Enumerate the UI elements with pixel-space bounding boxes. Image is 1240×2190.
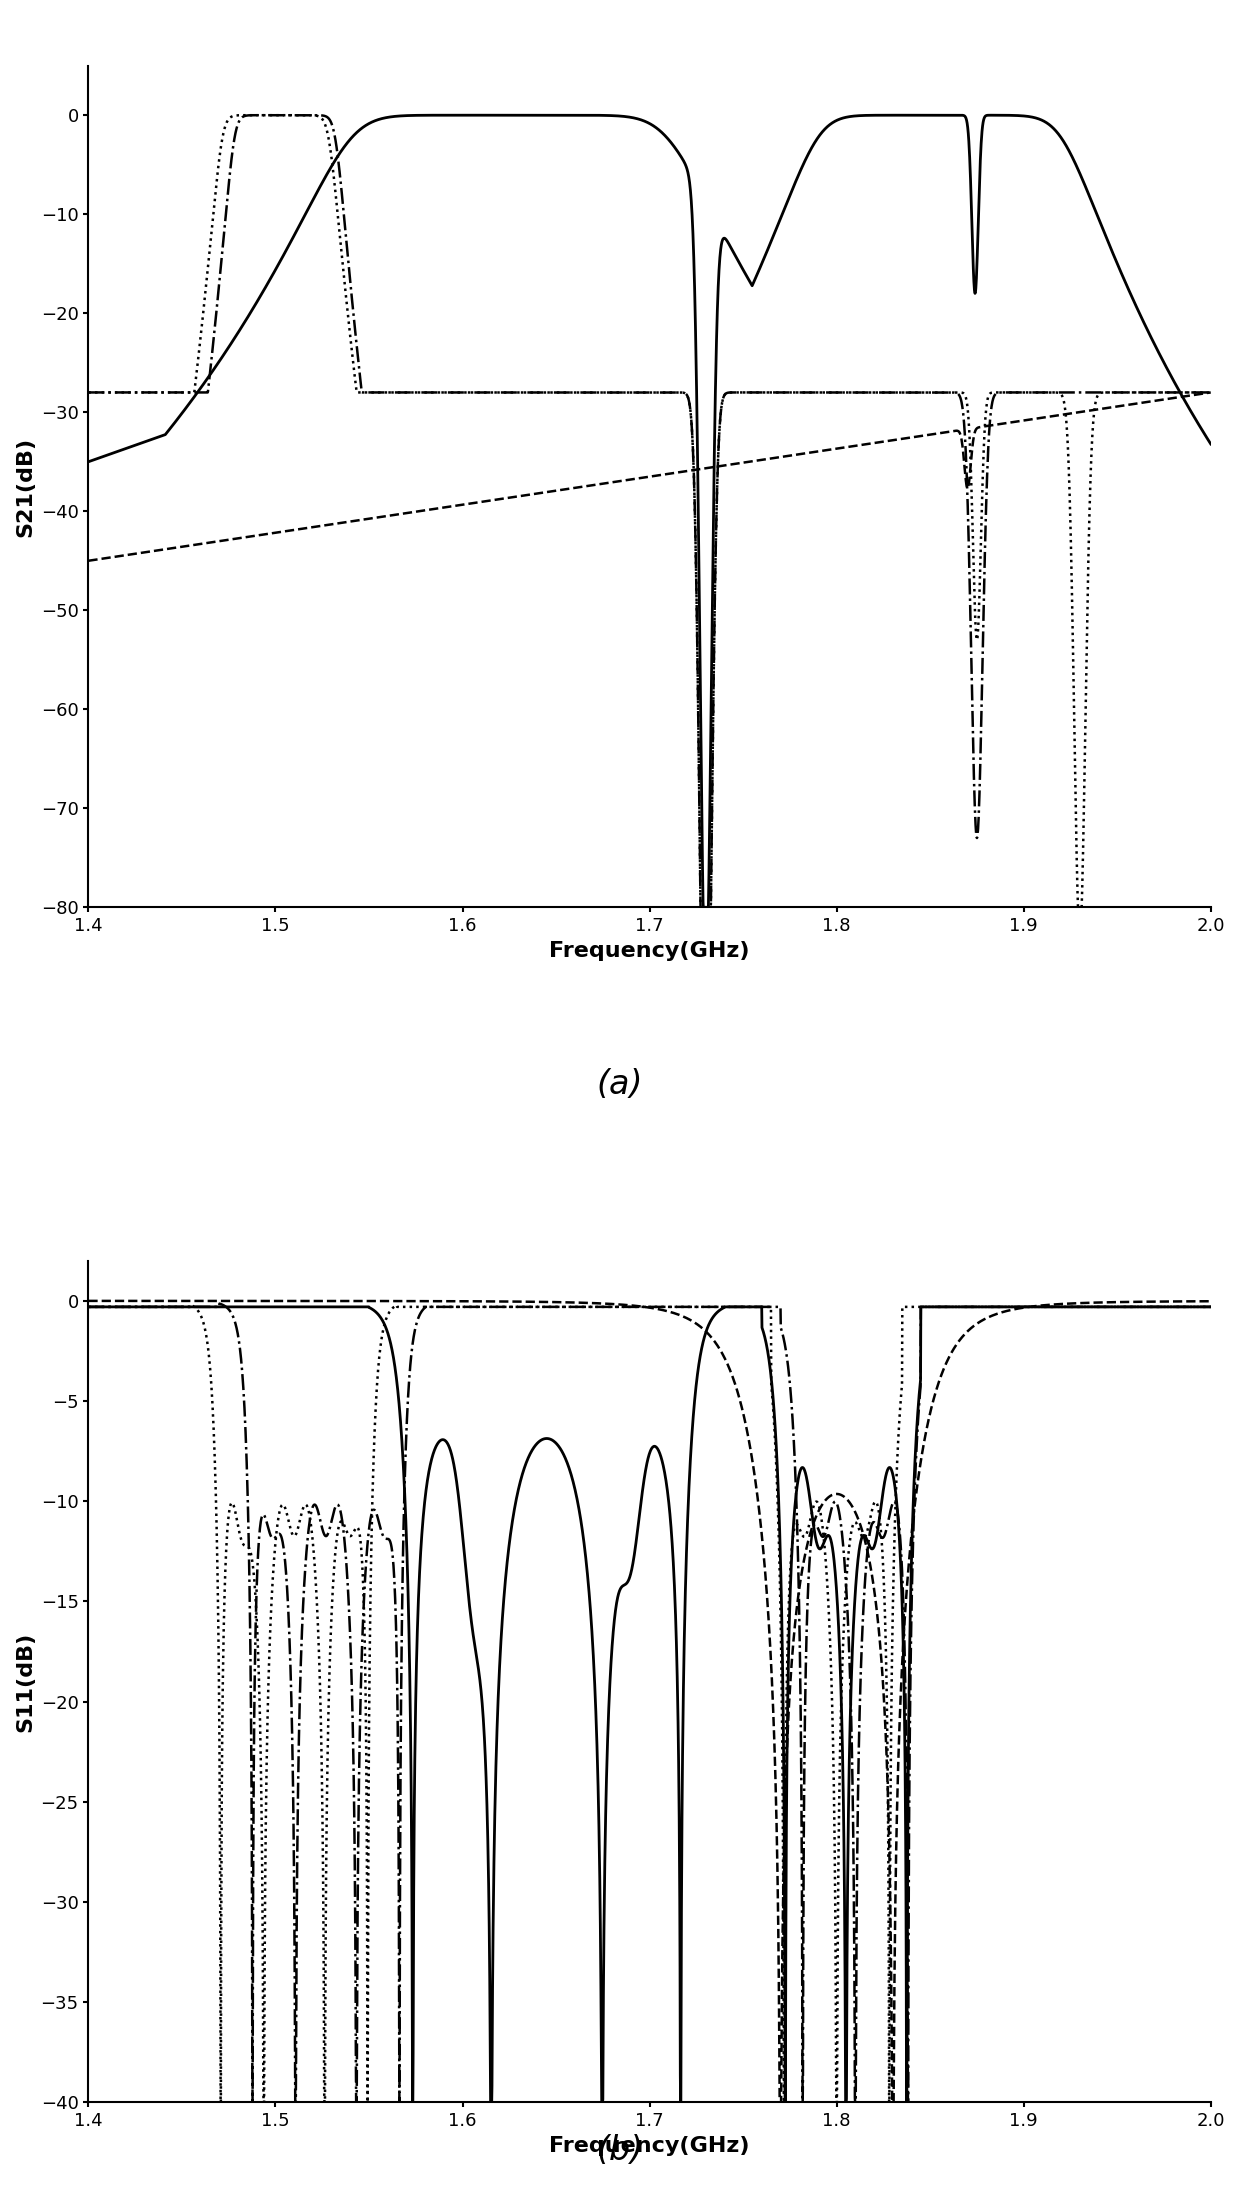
- Text: (a): (a): [596, 1067, 644, 1102]
- Y-axis label: S21(dB): S21(dB): [15, 436, 35, 537]
- Text: (b): (b): [596, 2133, 644, 2168]
- X-axis label: Frequency(GHz): Frequency(GHz): [549, 940, 750, 961]
- Y-axis label: S11(dB): S11(dB): [15, 1632, 35, 1732]
- X-axis label: Frequency(GHz): Frequency(GHz): [549, 2135, 750, 2155]
